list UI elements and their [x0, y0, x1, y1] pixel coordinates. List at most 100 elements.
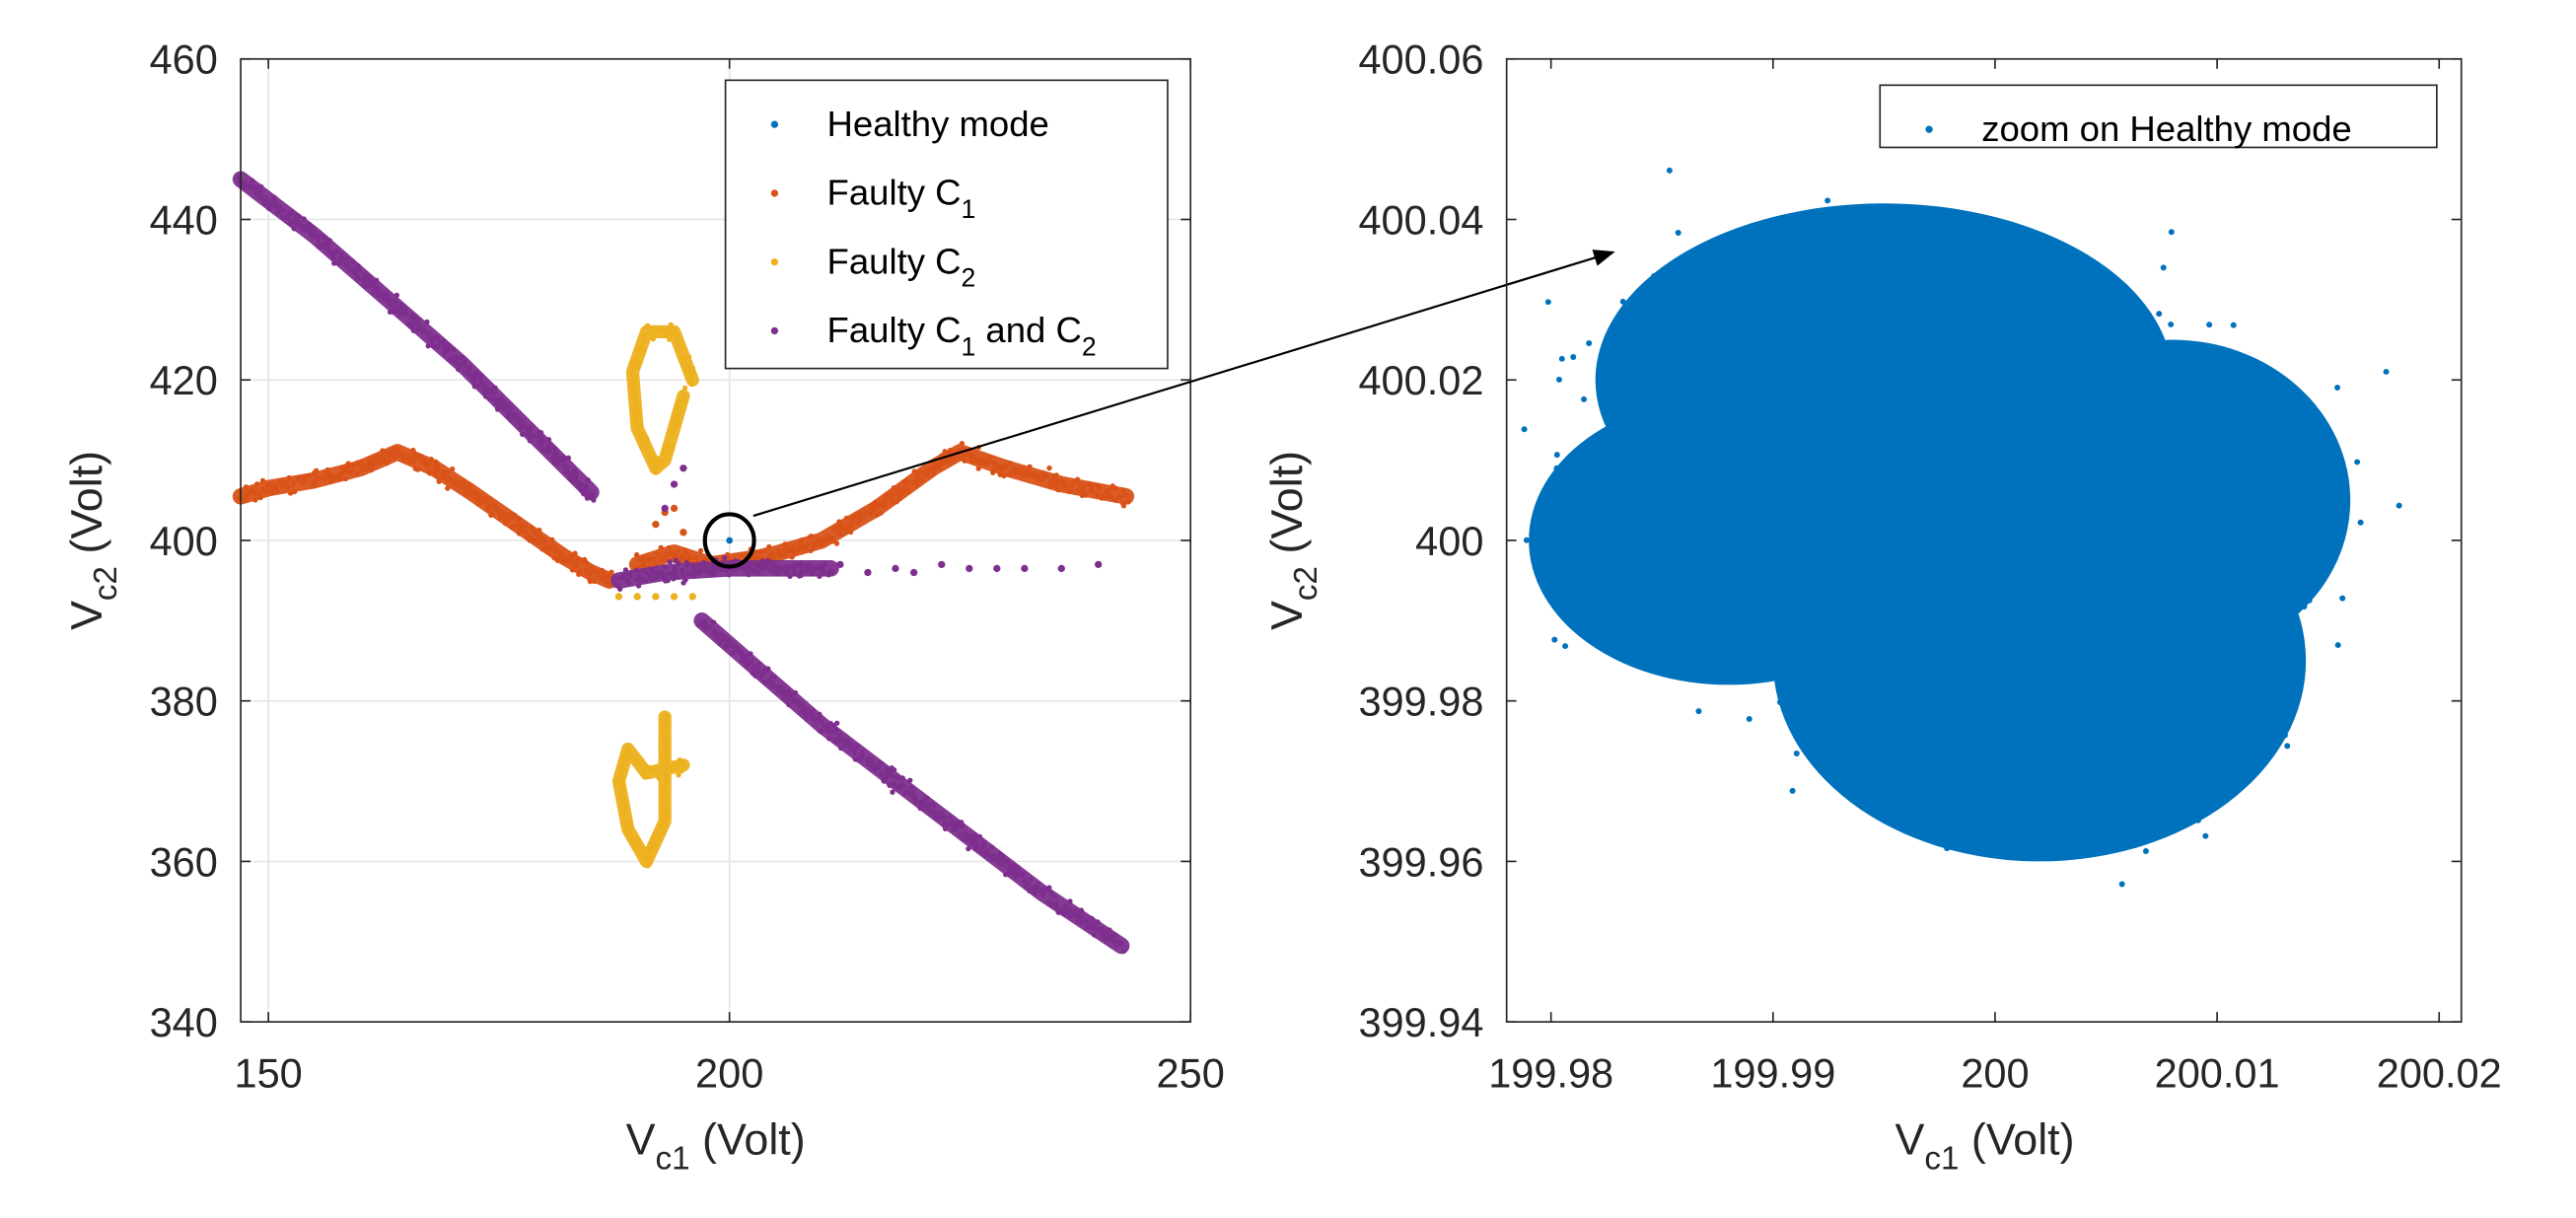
healthy-zoom-point: [2016, 607, 2023, 613]
healthy-zoom-point: [1839, 664, 1846, 670]
healthy-zoom-point: [2233, 522, 2240, 529]
series-2-point: [656, 775, 662, 781]
healthy-zoom-point: [2126, 531, 2133, 537]
series-1-point: [641, 557, 648, 563]
healthy-zoom-point: [1660, 611, 1667, 618]
series-3-point: [797, 700, 803, 706]
healthy-zoom-point: [1562, 508, 1569, 515]
series-1-point: [302, 473, 309, 479]
healthy-zoom-point: [2281, 732, 2288, 739]
healthy-zoom-point: [2060, 533, 2067, 539]
healthy-zoom-point: [2159, 404, 2166, 411]
healthy-zoom-point: [1722, 573, 1729, 580]
series-3-point: [853, 756, 860, 762]
healthy-zoom-point: [2097, 482, 2104, 489]
series-3-point: [910, 568, 918, 577]
healthy-zoom-point: [2236, 511, 2243, 518]
series-2-point: [676, 420, 681, 426]
series-3-point: [833, 727, 840, 733]
healthy-zoom-point: [1907, 242, 1914, 249]
healthy-zoom-point: [1582, 441, 1589, 448]
healthy-zoom-point: [2090, 429, 2097, 436]
series-1-point: [977, 460, 983, 466]
healthy-zoom-point: [2076, 539, 2083, 546]
healthy-zoom-point: [1849, 423, 1856, 430]
healthy-zoom-point: [2039, 617, 2046, 624]
healthy-zoom-point: [1806, 523, 1813, 530]
x-axis-label-text: Vc1 (Volt): [1895, 1114, 2074, 1178]
healthy-zoom-point: [1845, 518, 1852, 525]
healthy-zoom-point: [2159, 520, 2166, 527]
series-3-point: [950, 819, 956, 824]
series-1-point: [599, 567, 606, 574]
series-3-point: [941, 822, 947, 828]
healthy-zoom-point: [2291, 456, 2298, 463]
healthy-zoom-point: [1775, 669, 1782, 676]
series-1-point: [243, 484, 250, 490]
healthy-zoom-point: [2011, 775, 2018, 782]
healthy-zoom-point: [1980, 629, 1987, 636]
healthy-zoom-point: [2111, 536, 2117, 542]
series-3-point: [843, 737, 849, 743]
series-3-point: [1049, 903, 1056, 909]
healthy-zoom-point: [2098, 605, 2105, 611]
healthy-zoom-point: [2315, 524, 2322, 531]
healthy-zoom-point: [2071, 600, 2078, 607]
series-1-band: [232, 444, 618, 589]
series-3-point: [787, 573, 793, 579]
series-1-point: [768, 550, 774, 557]
healthy-zoom-point: [2015, 771, 2022, 778]
healthy-zoom-point: [1737, 513, 1744, 520]
series-3-point: [435, 335, 441, 341]
series-2-point: [633, 835, 640, 841]
healthy-zoom-point: [1943, 256, 1950, 263]
healthy-zoom-point: [2126, 599, 2133, 606]
series-3-point: [816, 712, 823, 719]
healthy-zoom-point: [2321, 495, 2327, 502]
series-1-point: [889, 491, 895, 498]
healthy-zoom-point: [1693, 602, 1700, 609]
series-3-point: [1068, 912, 1074, 919]
healthy-zoom-point: [1564, 558, 1571, 565]
series-2-point: [614, 779, 620, 786]
healthy-zoom-point: [2034, 586, 2039, 593]
series-1-point: [896, 496, 902, 502]
series-3-point: [468, 373, 475, 379]
series-1-point: [766, 543, 772, 550]
healthy-zoom-point: [2128, 573, 2135, 579]
healthy-zoom-point: [2104, 611, 2111, 618]
series-1-point: [554, 557, 561, 563]
series-1-point: [485, 506, 491, 513]
healthy-zoom-point: [2006, 676, 2013, 682]
healthy-zoom-point: [1858, 467, 1865, 474]
healthy-zoom-point: [1766, 529, 1773, 536]
series-1-point: [1120, 487, 1126, 493]
healthy-zoom-point: [2008, 459, 2015, 466]
series-3-point: [768, 567, 774, 573]
healthy-zoom-point: [1521, 426, 1528, 433]
healthy-zoom-point: [1880, 331, 1887, 338]
healthy-zoom-point: [1820, 606, 1826, 612]
healthy-zoom-point: [2244, 467, 2251, 474]
series-3-point: [470, 377, 477, 383]
healthy-zoom-point: [2111, 519, 2117, 526]
series-3-point: [500, 397, 506, 404]
healthy-zoom-point: [1804, 402, 1811, 409]
healthy-zoom-point: [1900, 539, 1906, 546]
series-1-point: [290, 481, 297, 487]
healthy-zoom-point: [1976, 342, 1983, 349]
healthy-zoom-point: [1627, 606, 1634, 612]
healthy-zoom-point: [1731, 545, 1738, 552]
series-3-point: [746, 572, 751, 578]
healthy-zoom-point: [1719, 605, 1726, 611]
series-2-point: [655, 829, 661, 835]
series-3-point: [853, 743, 860, 750]
series-2-point: [640, 770, 647, 776]
healthy-zoom-point: [2146, 680, 2153, 686]
healthy-zoom-point: [1948, 369, 1955, 376]
series-3-point: [352, 270, 358, 276]
series-2-point: [656, 327, 662, 333]
healthy-zoom-point: [1829, 306, 1836, 313]
series-1-point: [401, 457, 407, 463]
